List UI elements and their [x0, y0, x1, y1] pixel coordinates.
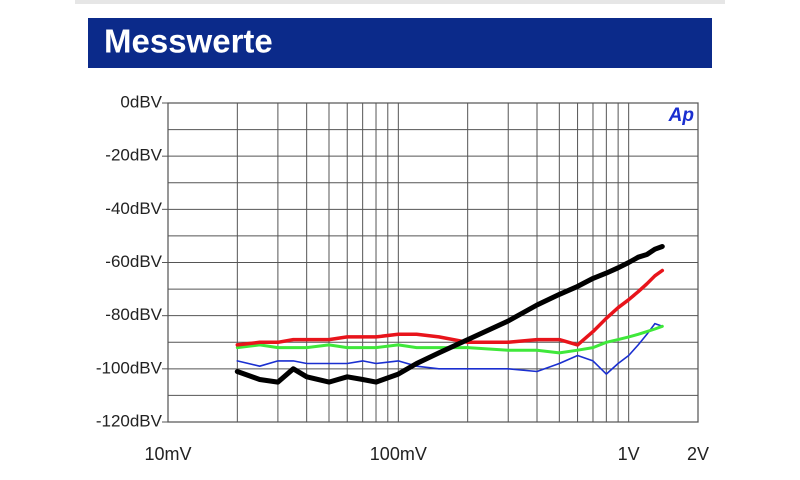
logo: Ap	[668, 105, 694, 126]
x-tick-label: 100mV	[370, 444, 427, 464]
series-line	[235, 324, 664, 355]
y-tick-label: -60dBV	[105, 252, 162, 271]
series-line	[236, 322, 664, 375]
y-tick-label: -20dBV	[105, 146, 162, 165]
chart-title: Messwerte	[104, 23, 273, 60]
x-tick-label: 10mV	[144, 444, 191, 464]
x-tick-label: 2V	[687, 444, 709, 464]
lines	[234, 244, 665, 385]
y-tick-label: -40dBV	[105, 199, 162, 218]
series-line	[234, 244, 665, 385]
y-tick-label: 0dBV	[120, 92, 162, 111]
y-tick-label: -100dBV	[96, 358, 163, 377]
x-tick-label: 1V	[618, 444, 640, 464]
y-tick-label: -80dBV	[105, 305, 162, 324]
y-tick-label: -120dBV	[96, 411, 163, 430]
title-bar	[88, 18, 712, 68]
top-strip	[75, 0, 725, 4]
